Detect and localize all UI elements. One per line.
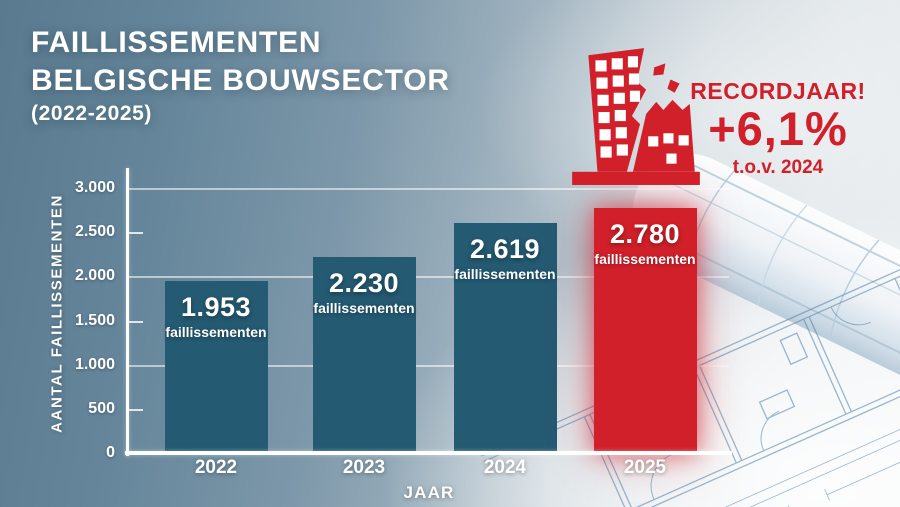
title-line-1: FAILLISSEMENTEN — [31, 26, 322, 59]
record-caption: t.o.v. 2024 — [732, 156, 824, 178]
y-tick-label-2500: 2.500 — [74, 223, 115, 241]
x-tick-label-2022: 2022 — [194, 457, 238, 478]
bar-2023: 2.230 faillissementen — [312, 257, 416, 454]
y-tick-label-0: 0 — [106, 444, 115, 461]
y-tick-label-3000: 3.000 — [74, 179, 115, 196]
bar-2025: 2.780 faillissementen — [593, 208, 697, 454]
gridline-2000 — [127, 276, 729, 279]
bar-value-label: 1.953 — [180, 292, 252, 323]
page-title: FAILLISSEMENTEN BELGISCHE BOUWSECTOR (20… — [31, 24, 450, 126]
bar-value-label: 2.619 — [469, 233, 541, 264]
bar-sublabel: faillissementen — [594, 251, 696, 268]
bar-2024: 2.619 faillissementen — [453, 222, 557, 454]
y-tick-2500 — [127, 232, 143, 235]
record-heading: RECORDJAAR! — [690, 78, 866, 104]
y-tick-label-2000: 2.000 — [74, 267, 115, 285]
collapsing-building-icon — [572, 48, 700, 185]
x-axis-title: JAAR — [403, 483, 455, 502]
y-tick-500 — [127, 408, 143, 411]
bar-value-label: 2.230 — [328, 268, 400, 299]
y-tick-label-500: 500 — [88, 399, 115, 417]
title-period: (2022-2025) — [31, 102, 153, 125]
x-tick-label-2025: 2025 — [623, 457, 667, 478]
y-axis-line — [126, 168, 129, 456]
bar-sublabel: faillissementen — [313, 300, 415, 317]
gridline-1000 — [127, 364, 729, 367]
y-tick-label-1500: 1.500 — [74, 311, 115, 329]
title-line-2: BELGISCHE BOUWSECTOR — [31, 64, 450, 97]
bar-2022: 1.953 faillissementen — [164, 281, 268, 454]
bar-sublabel: faillissementen — [165, 324, 267, 341]
y-tick-1500 — [127, 320, 143, 323]
x-axis-line — [125, 451, 732, 455]
floorplan-drawing: 2.200 50 — [481, 239, 900, 507]
x-tick-label-2024: 2024 — [483, 457, 527, 478]
x-tick-label-2023: 2023 — [342, 457, 386, 478]
bar-sublabel: faillissementen — [454, 265, 556, 282]
gridline-3000 — [127, 188, 729, 190]
record-callout: RECORDJAAR! +6,1% t.o.v. 2024 — [688, 78, 868, 179]
y-tick-label-1000: 1.000 — [74, 355, 115, 373]
record-percentage: +6,1% — [708, 102, 848, 155]
bar-value-label: 2.780 — [609, 219, 681, 250]
